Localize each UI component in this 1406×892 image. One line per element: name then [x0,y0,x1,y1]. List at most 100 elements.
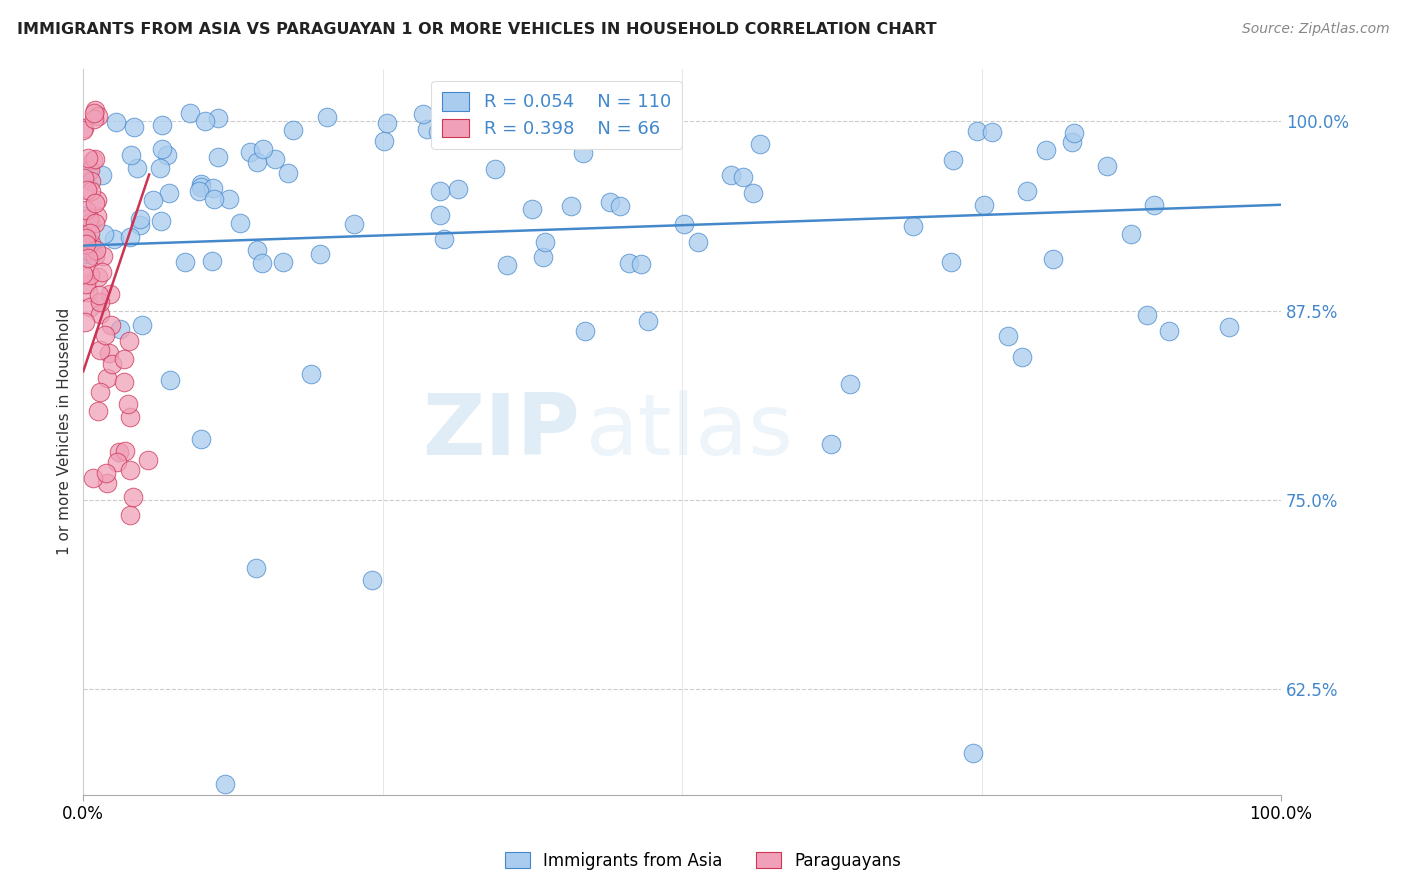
Point [76,183,98,197]
Point [250,256,273,270]
Legend: R = 0.054    N = 110, R = 0.398    N = 66: R = 0.054 N = 110, R = 0.398 N = 66 [432,81,682,149]
Point [122,120,145,135]
Point [120,230,142,244]
Point [962,746,984,760]
Point [100,318,122,333]
Point [218,192,240,206]
Point [118,508,141,523]
Point [75,202,97,217]
Point [981,125,1004,139]
Point [412,106,434,120]
Point [733,170,755,185]
Point [495,258,517,272]
Point [637,313,659,327]
Point [86,193,108,207]
Text: Source: ZipAtlas.com: Source: ZipAtlas.com [1241,22,1389,37]
Point [1017,184,1039,198]
Point [101,357,124,371]
Point [658,106,681,120]
Point [429,184,451,198]
Point [560,199,582,213]
Point [86,209,108,223]
Point [86,270,108,285]
Point [202,193,225,207]
Point [174,255,197,269]
Point [87,404,110,418]
Point [84,244,107,258]
Point [1159,325,1181,339]
Point [149,214,172,228]
Point [150,142,173,156]
Point [688,235,710,249]
Point [105,455,128,469]
Point [136,453,159,467]
Point [429,208,451,222]
Point [76,152,98,166]
Point [202,181,225,195]
Point [79,163,101,178]
Point [79,216,101,230]
Point [91,249,114,263]
Text: ZIP: ZIP [423,391,581,474]
Point [484,162,506,177]
Point [673,217,696,231]
Point [72,122,94,136]
Point [273,255,295,269]
Point [91,168,114,182]
Text: IMMIGRANTS FROM ASIA VS PARAGUAYAN 1 OR MORE VEHICLES IN HOUSEHOLD CORRELATION C: IMMIGRANTS FROM ASIA VS PARAGUAYAN 1 OR … [17,22,936,37]
Point [575,118,598,132]
Point [741,186,763,200]
Point [156,148,179,162]
Point [997,329,1019,343]
Point [79,226,101,240]
Point [129,218,152,232]
Point [73,247,96,261]
Point [252,142,274,156]
Point [194,113,217,128]
Point [1095,159,1118,173]
Point [464,101,486,115]
Point [820,436,842,450]
Point [72,267,94,281]
Point [973,198,995,212]
Point [142,193,165,207]
Point [574,325,596,339]
Point [129,212,152,227]
Point [572,146,595,161]
Point [214,777,236,791]
Point [83,112,105,127]
Point [75,231,97,245]
Point [375,116,398,130]
Point [416,122,439,136]
Point [534,235,557,249]
Point [117,397,139,411]
Point [79,268,101,282]
Point [112,352,135,367]
Point [609,199,631,213]
Point [82,471,104,485]
Point [190,177,212,191]
Point [1136,308,1159,322]
Point [599,194,621,209]
Point [82,248,104,262]
Point [433,232,456,246]
Point [630,257,652,271]
Point [96,370,118,384]
Point [838,376,860,391]
Point [84,152,107,166]
Point [75,234,97,248]
Point [120,148,142,162]
Point [83,103,105,117]
Point [87,288,110,302]
Point [86,109,108,123]
Point [73,120,96,135]
Point [628,132,651,146]
Point [299,367,322,381]
Point [131,318,153,333]
Point [89,307,111,321]
Legend: Immigrants from Asia, Paraguayans: Immigrants from Asia, Paraguayans [498,846,908,877]
Point [84,216,107,230]
Point [447,182,470,196]
Point [1063,126,1085,140]
Point [89,384,111,399]
